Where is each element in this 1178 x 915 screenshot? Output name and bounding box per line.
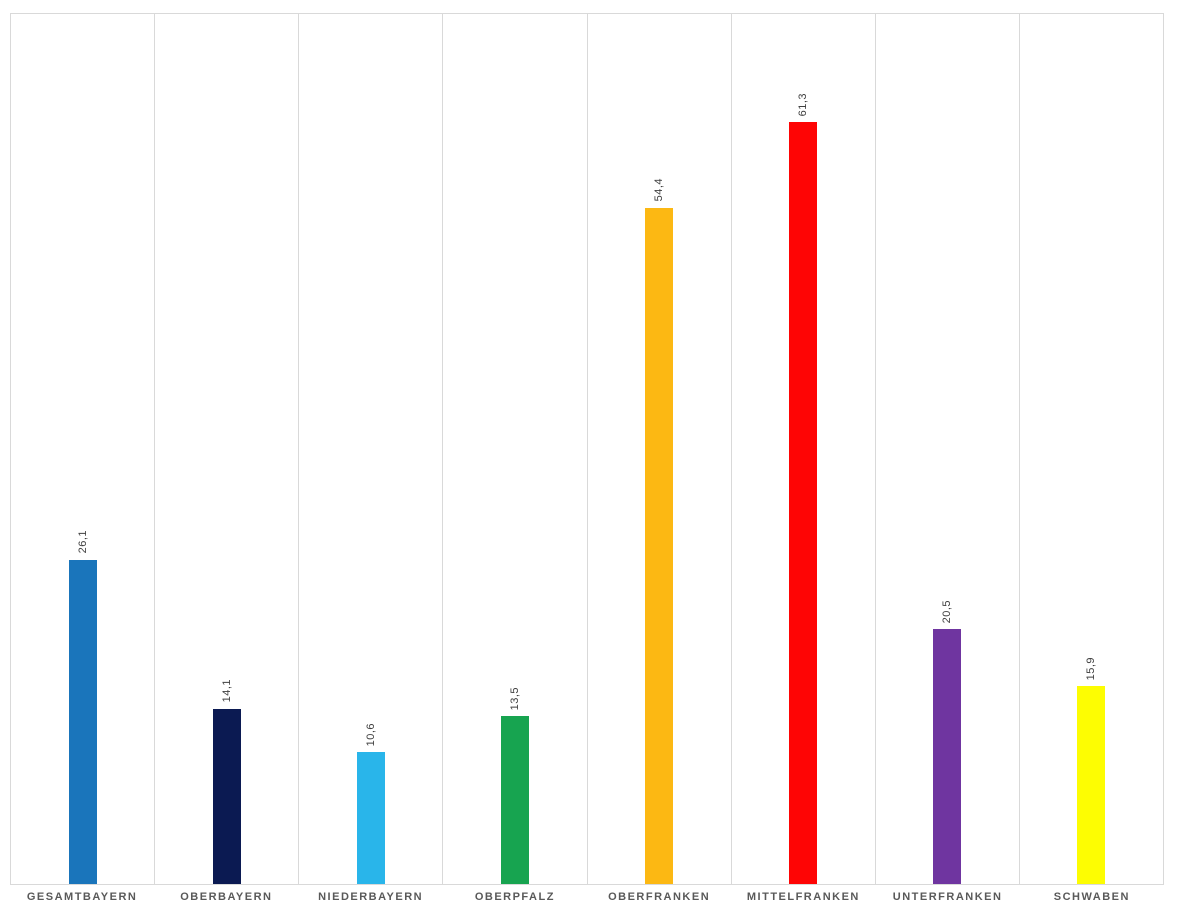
category-column: 20,5	[876, 14, 1020, 884]
x-axis-label-gesamtbayern: GESAMTBAYERN	[26, 891, 138, 903]
bar-mittelfranken	[789, 122, 818, 884]
x-axis-label-oberfranken: OBERFRANKEN	[608, 891, 711, 903]
x-axis-label-niederbayern: NIEDERBAYERN	[318, 891, 424, 903]
x-axis-labels: GESAMTBAYERN OBERBAYERN NIEDERBAYERN OBE…	[10, 887, 1164, 913]
category-column: 26,1	[11, 14, 156, 884]
category-column: 14,1	[155, 14, 300, 884]
value-label: 13,5	[508, 686, 521, 711]
category-column: 61,3	[732, 14, 876, 884]
category-column: 10,6	[299, 14, 444, 884]
value-label: 15,9	[1085, 656, 1098, 681]
x-axis-label-schwaben: SCHWABEN	[1053, 891, 1130, 903]
x-axis-label-unterfranken: UNTERFRANKEN	[892, 891, 1003, 903]
bar-oberfranken	[645, 207, 674, 884]
value-label: 20,5	[941, 599, 954, 624]
x-axis-label-oberbayern: OBERBAYERN	[180, 891, 273, 903]
value-label: 26,1	[76, 530, 89, 554]
bar-gesamtbayern	[68, 559, 97, 884]
value-label: 54,4	[653, 178, 666, 202]
x-axis-label-oberpfalz: OBERPFALZ	[474, 891, 555, 903]
bar-oberbayern	[212, 708, 241, 884]
category-column: 13,5	[443, 14, 588, 884]
x-axis-label-mittelfranken: MITTELFRANKEN	[746, 891, 860, 903]
value-label: 10,6	[364, 722, 377, 747]
plot-area: 26,1 14,1 10,6 13,5 54,4 61,3 20,5 15,9	[10, 13, 1164, 885]
bar-oberpfalz	[500, 716, 529, 884]
bar-schwaben	[1077, 686, 1106, 884]
value-label: 14,1	[220, 679, 233, 703]
bar-niederbayern	[356, 752, 385, 884]
category-column: 54,4	[588, 14, 732, 884]
category-column: 15,9	[1020, 14, 1163, 884]
value-label: 61,3	[797, 92, 810, 117]
bar-unterfranken	[933, 629, 962, 884]
